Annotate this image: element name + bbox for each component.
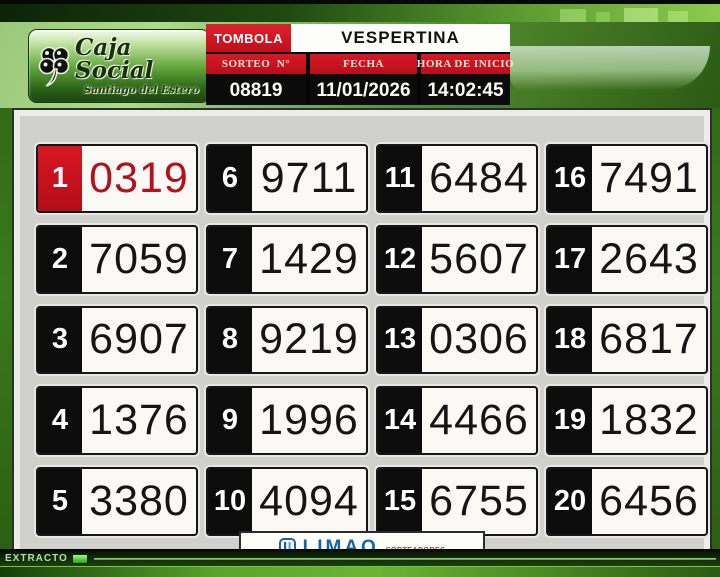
result-number: 0306 bbox=[429, 315, 529, 364]
result-position: 20 bbox=[548, 469, 592, 534]
result-number: 4466 bbox=[429, 396, 529, 445]
hora-label: HORA DE INICIO bbox=[417, 54, 514, 74]
bottom-frame-strip bbox=[0, 566, 720, 577]
led-indicator-icon bbox=[71, 553, 88, 564]
extracto-label: EXTRACTO bbox=[5, 553, 68, 564]
result-cell: 7 1429 bbox=[206, 224, 368, 294]
result-number: 6755 bbox=[429, 477, 529, 526]
clover-icon bbox=[38, 46, 70, 87]
result-position: 12 bbox=[378, 226, 422, 292]
result-number: 9219 bbox=[259, 315, 359, 364]
result-number: 6484 bbox=[429, 153, 529, 202]
result-position: 4 bbox=[38, 388, 82, 454]
result-position: 5 bbox=[38, 469, 82, 534]
result-cell: 5 3380 bbox=[36, 467, 198, 536]
result-number: 4094 bbox=[259, 477, 359, 526]
background-deco-block bbox=[560, 9, 586, 25]
sorteo-value: 08819 bbox=[206, 76, 306, 105]
result-cell: 18 6817 bbox=[546, 305, 708, 375]
result-position: 16 bbox=[548, 146, 592, 211]
draw-info-table: TOMBOLA VESPERTINA SORTEO N° FECHA HORA … bbox=[206, 24, 514, 105]
result-number: 9711 bbox=[260, 153, 358, 202]
result-position: 1 bbox=[38, 146, 82, 211]
result-position: 19 bbox=[548, 388, 592, 454]
result-position: 11 bbox=[378, 146, 422, 211]
result-cell: 6 9711 bbox=[206, 144, 368, 213]
game-label: TOMBOLA bbox=[206, 24, 291, 52]
logo-panel: Caja Social Santiago del Estero bbox=[28, 29, 210, 103]
result-cell: 14 4466 bbox=[376, 386, 538, 456]
result-cell: 13 0306 bbox=[376, 305, 538, 375]
result-cell: 9 1996 bbox=[206, 386, 368, 456]
result-number: 5607 bbox=[429, 234, 529, 283]
fecha-label: FECHA bbox=[310, 54, 417, 74]
result-cell: 11 6484 bbox=[376, 144, 538, 213]
result-cell: 8 9219 bbox=[206, 305, 368, 375]
result-number: 7491 bbox=[599, 153, 699, 202]
result-number: 1832 bbox=[599, 396, 699, 445]
result-number: 7059 bbox=[89, 234, 189, 283]
result-number: 3380 bbox=[89, 477, 189, 526]
result-position: 13 bbox=[378, 307, 422, 373]
background-deco-block bbox=[596, 12, 610, 25]
result-cell: 16 7491 bbox=[546, 144, 708, 213]
results-grid: 1 0319 2 7059 3 6907 4 1376 5 3380 6 971… bbox=[36, 144, 708, 536]
result-position: 8 bbox=[208, 307, 252, 373]
background-deco-block bbox=[624, 8, 658, 26]
result-position: 10 bbox=[208, 469, 252, 534]
result-number: 1996 bbox=[259, 396, 359, 445]
result-position: 3 bbox=[38, 307, 82, 373]
result-number: 0319 bbox=[89, 153, 189, 202]
result-position: 9 bbox=[208, 388, 252, 454]
result-cell: 19 1832 bbox=[546, 386, 708, 456]
result-cell: 1 0319 bbox=[36, 144, 198, 213]
result-number: 1429 bbox=[259, 234, 359, 283]
fecha-value: 11/01/2026 bbox=[310, 76, 417, 105]
result-position: 7 bbox=[208, 226, 252, 292]
result-cell: 15 6755 bbox=[376, 467, 538, 536]
result-cell: 20 6456 bbox=[546, 467, 708, 536]
top-frame-strip bbox=[0, 4, 720, 26]
result-number: 1376 bbox=[89, 396, 189, 445]
top-frame-line bbox=[0, 0, 720, 4]
logo-subtitle: Santiago del Estero bbox=[83, 84, 199, 97]
result-position: 6 bbox=[208, 146, 252, 211]
result-position: 14 bbox=[378, 388, 422, 454]
result-number: 6817 bbox=[599, 315, 699, 364]
logo-title: Caja Social bbox=[75, 34, 154, 85]
result-cell: 12 5607 bbox=[376, 224, 538, 294]
sorteo-label: SORTEO N° bbox=[206, 54, 306, 74]
result-position: 2 bbox=[38, 226, 82, 292]
extracto-progress-line bbox=[93, 557, 716, 560]
result-position: 17 bbox=[548, 226, 592, 292]
result-number: 2643 bbox=[599, 234, 699, 283]
hora-value: 14:02:45 bbox=[421, 76, 510, 105]
header-gloss-shape bbox=[510, 46, 710, 90]
result-cell: 3 6907 bbox=[36, 305, 198, 375]
result-cell: 2 7059 bbox=[36, 224, 198, 294]
result-position: 18 bbox=[548, 307, 592, 373]
results-panel: 1 0319 2 7059 3 6907 4 1376 5 3380 6 971… bbox=[12, 108, 712, 564]
result-position: 15 bbox=[378, 469, 422, 534]
result-cell: 17 2643 bbox=[546, 224, 708, 294]
draw-name: VESPERTINA bbox=[291, 24, 510, 52]
result-cell: 10 4094 bbox=[206, 467, 368, 536]
result-number: 6456 bbox=[599, 477, 699, 526]
result-cell: 4 1376 bbox=[36, 386, 198, 456]
result-number: 6907 bbox=[89, 315, 189, 364]
extracto-bar: EXTRACTO bbox=[0, 549, 720, 567]
